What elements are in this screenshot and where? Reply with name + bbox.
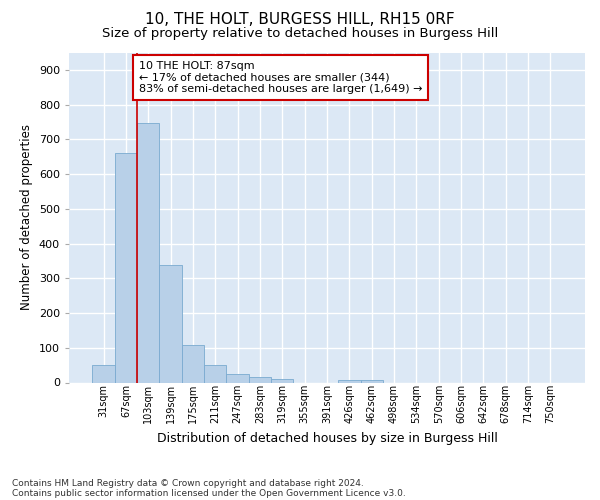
Bar (271, 378, 293, 382)
Text: 10 THE HOLT: 87sqm
← 17% of detached houses are smaller (344)
83% of semi-detach: 10 THE HOLT: 87sqm ← 17% of detached hou… (139, 60, 422, 94)
Bar (361, 380, 383, 382)
Bar (137, 122, 160, 382)
Text: 10, THE HOLT, BURGESS HILL, RH15 0RF: 10, THE HOLT, BURGESS HILL, RH15 0RF (145, 12, 455, 28)
Bar (182, 346, 204, 383)
Text: Contains public sector information licensed under the Open Government Licence v3: Contains public sector information licen… (12, 488, 406, 498)
Bar (92, 365, 115, 382)
Bar (115, 152, 137, 382)
Bar (226, 374, 249, 382)
Text: Size of property relative to detached houses in Burgess Hill: Size of property relative to detached ho… (102, 28, 498, 40)
X-axis label: Distribution of detached houses by size in Burgess Hill: Distribution of detached houses by size … (157, 432, 497, 444)
Bar (160, 265, 182, 382)
Y-axis label: Number of detached properties: Number of detached properties (20, 124, 33, 310)
Text: Contains HM Land Registry data © Crown copyright and database right 2024.: Contains HM Land Registry data © Crown c… (12, 478, 364, 488)
Bar (338, 380, 361, 382)
Bar (249, 378, 271, 382)
Bar (204, 365, 226, 382)
